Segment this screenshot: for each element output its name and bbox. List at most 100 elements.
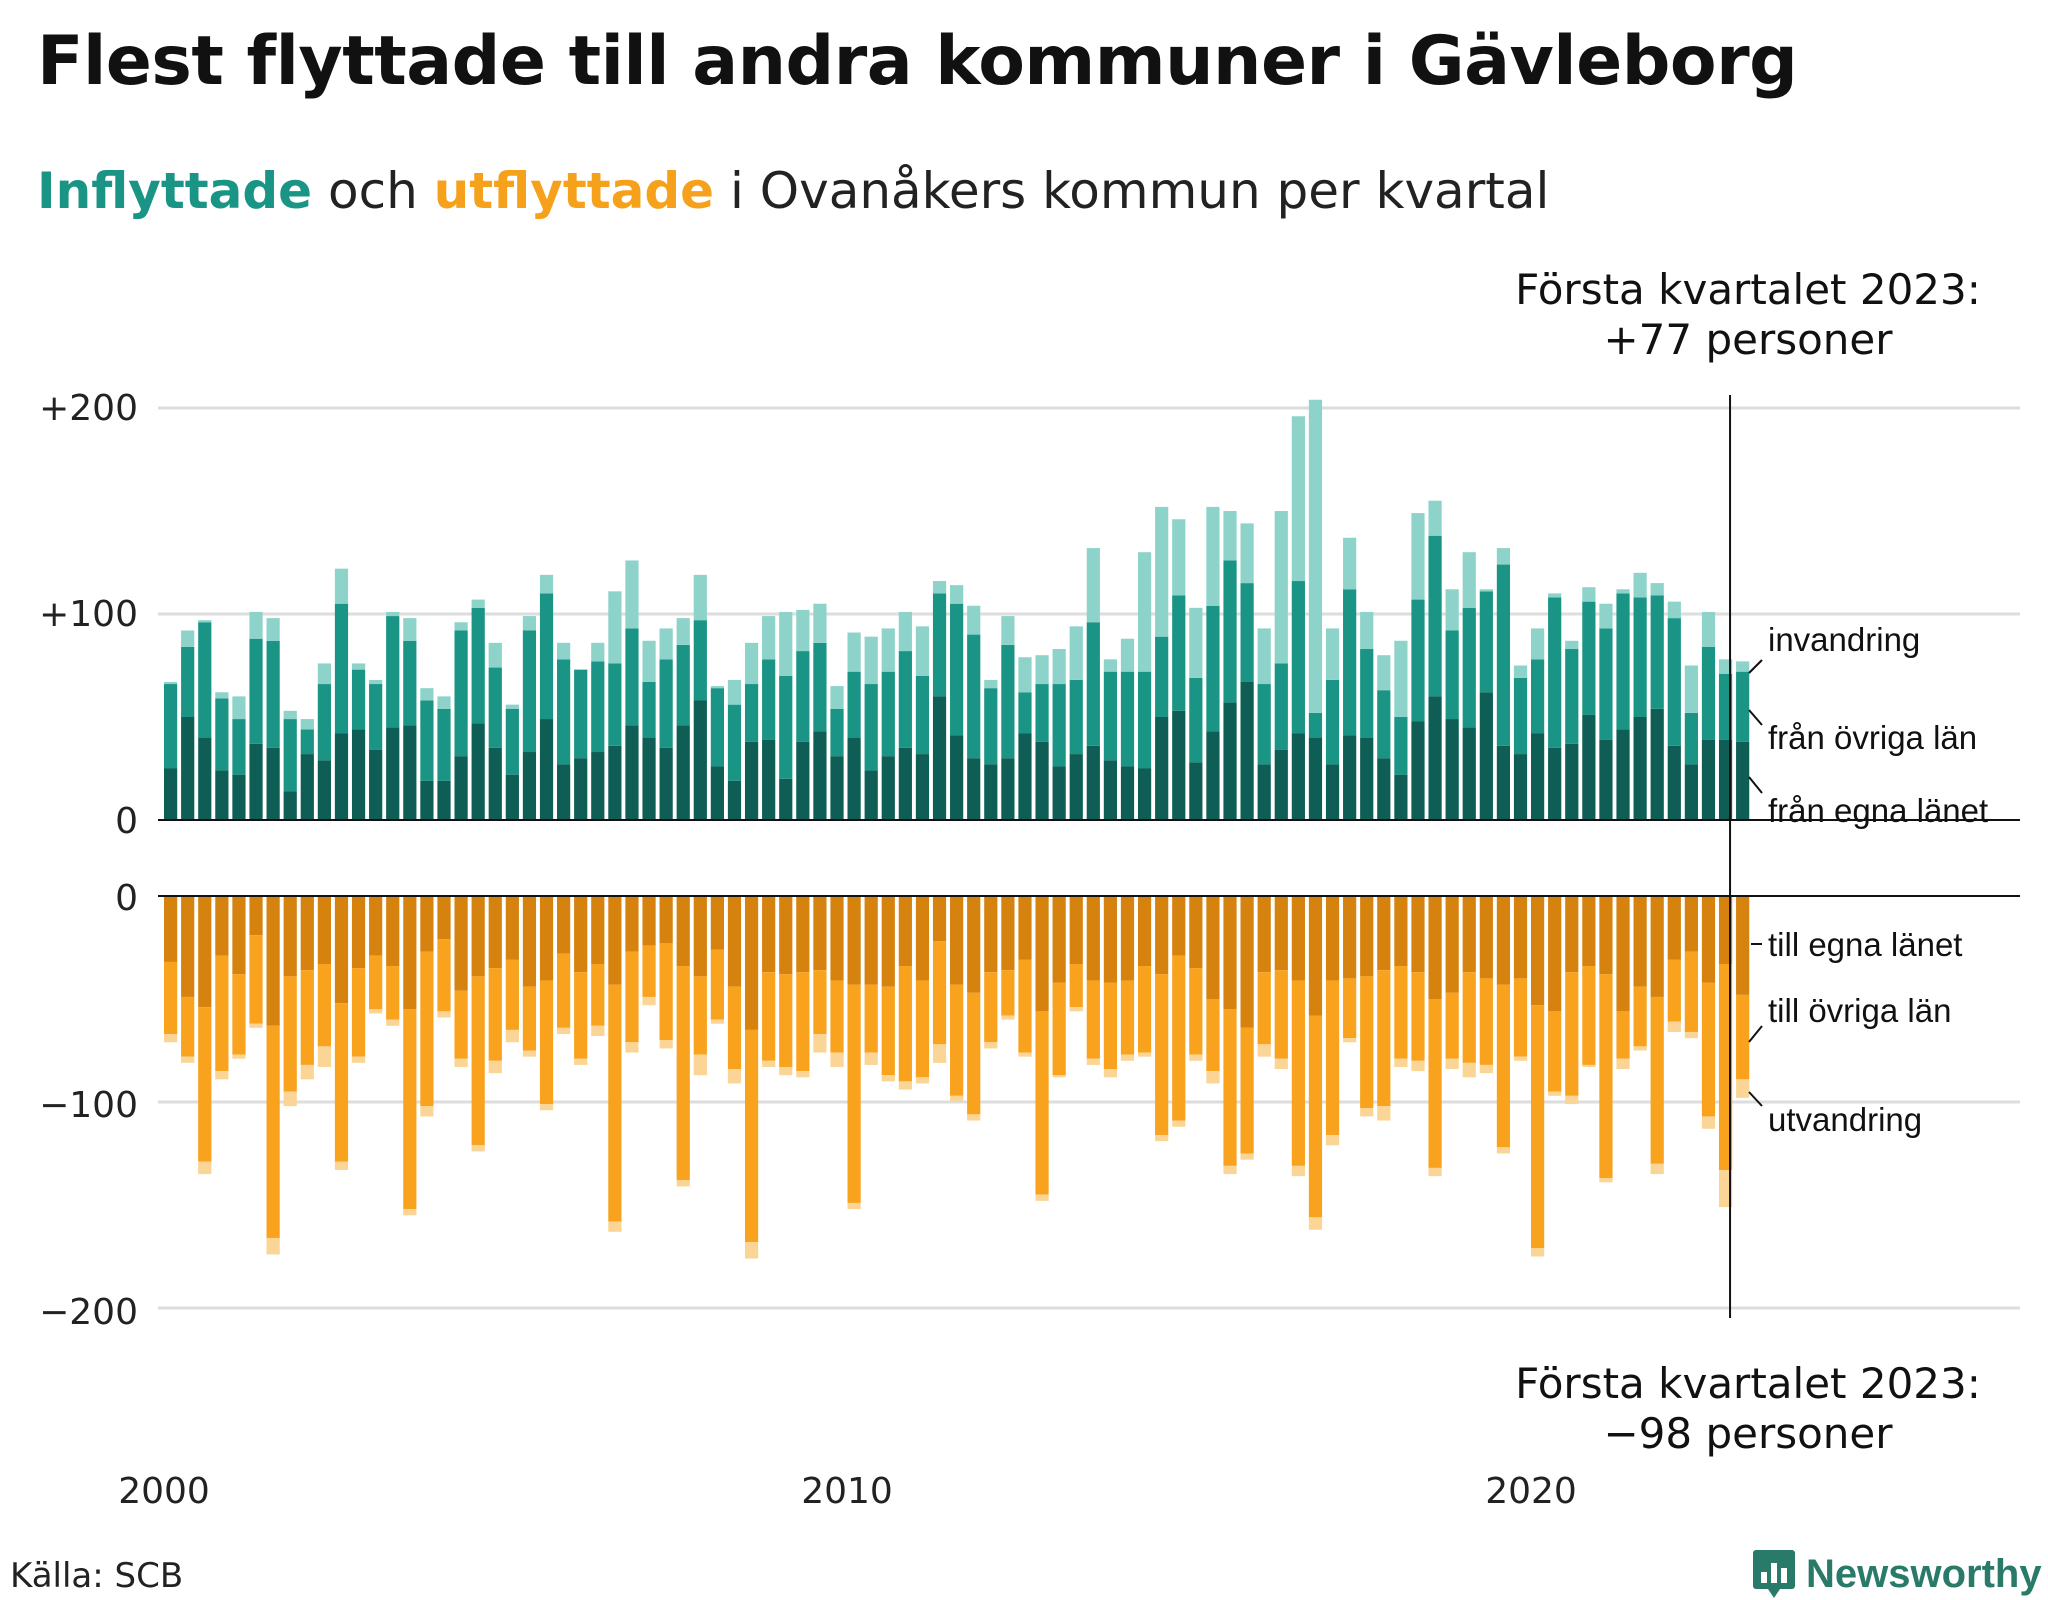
- bar-in-invandring-2011q3: [950, 585, 964, 604]
- bar-out-till-egna-lanet-2007q1: [642, 896, 656, 946]
- newsworthy-logo-text: Newsworthy: [1806, 1551, 2042, 1596]
- bar-out-till-egna-lanet-2020q4: [1582, 896, 1596, 967]
- bar-in-fran-egna-lanet-2013q2: [1069, 754, 1083, 820]
- bar-out-till-egna-lanet-2004q1: [437, 896, 451, 940]
- bar-in-fran-ovriga-lan-2005q3: [539, 593, 554, 720]
- bar-in-invandring-2005q3: [539, 574, 554, 594]
- bar-out-utvandring-2018q1: [1394, 1058, 1408, 1067]
- bar-out-utvandring-2002q1: [300, 1064, 314, 1080]
- annotation-bottom-line1: Första kvartalet 2023:: [1515, 1359, 1981, 1408]
- bar-in-invandring-2008q2: [727, 679, 742, 705]
- bar-out-utvandring-2019q4: [1513, 1056, 1528, 1061]
- bar-in-fran-egna-lanet-2017q4: [1377, 758, 1391, 820]
- bar-in-fran-egna-lanet-2007q3: [676, 725, 690, 820]
- bar-out-utvandring-2017q3: [1360, 1108, 1374, 1117]
- bar-in-fran-ovriga-lan-2019q4: [1513, 677, 1528, 755]
- bar-in-invandring-2011q1: [915, 626, 930, 676]
- bar-out-till-ovriga-lan-2000q4: [215, 955, 229, 1072]
- bar-out-till-ovriga-lan-2003q1: [369, 955, 383, 1010]
- bar-out-till-ovriga-lan-2003q2: [386, 966, 400, 1020]
- bar-out-utvandring-2007q4: [693, 1054, 707, 1076]
- bar-out-till-egna-lanet-2007q4: [693, 896, 707, 977]
- bar-in-fran-ovriga-lan-2001q1: [232, 719, 246, 775]
- bar-in-invandring-2004q1: [437, 696, 451, 709]
- bar-in-fran-ovriga-lan-2018q1: [1394, 717, 1408, 775]
- bar-out-utvandring-2011q3: [950, 1095, 964, 1102]
- bar-in-invandring-2001q3: [266, 618, 280, 641]
- bar-in-fran-egna-lanet-2021q1: [1599, 739, 1613, 820]
- bar-in-invandring-2020q3: [1565, 640, 1579, 650]
- chart-title: Flest flyttade till andra kommuner i Gäv…: [37, 22, 1798, 101]
- bar-out-till-egna-lanet-2019q1: [1462, 896, 1476, 973]
- bar-out-utvandring-2021q4: [1650, 1163, 1664, 1175]
- bar-out-till-egna-lanet-2000q2: [181, 896, 195, 997]
- bar-in-invandring-2009q4: [830, 686, 844, 709]
- bar-in-fran-ovriga-lan-2013q2: [1069, 679, 1083, 755]
- bar-in-invandring-2000q4: [215, 692, 229, 699]
- bar-in-fran-ovriga-lan-2000q4: [215, 698, 229, 771]
- bar-out-till-egna-lanet-2019q3: [1496, 896, 1511, 985]
- bar-in-fran-ovriga-lan-2017q1: [1325, 679, 1340, 765]
- bar-in-invandring-2020q1: [1531, 628, 1545, 660]
- annotation-top: Första kvartalet 2023: +77 personer: [1515, 265, 1981, 364]
- bar-in-fran-egna-lanet-2017q3: [1360, 737, 1374, 820]
- grid-lines: [158, 406, 2020, 1310]
- bar-out-till-ovriga-lan-2009q2: [796, 972, 810, 1072]
- bar-out-till-ovriga-lan-2009q4: [830, 980, 844, 1053]
- bar-in-fran-ovriga-lan-2004q4: [488, 667, 502, 748]
- bar-in-fran-egna-lanet-2007q4: [693, 700, 707, 820]
- bar-in-fran-ovriga-lan-2014q4: [1172, 595, 1186, 711]
- bar-out-till-ovriga-lan-2013q1: [1052, 982, 1066, 1076]
- bar-out-till-ovriga-lan-2008q3: [744, 1029, 759, 1243]
- bar-in-fran-ovriga-lan-2009q4: [830, 708, 844, 757]
- bar-out-utvandring-2012q4: [1035, 1194, 1049, 1201]
- label-invandring: invandring: [1768, 621, 1920, 658]
- bar-out-till-egna-lanet-2002q3: [334, 896, 349, 1004]
- bar-in-fran-egna-lanet-2003q2: [386, 727, 400, 820]
- bar-out-till-ovriga-lan-2018q3: [1428, 999, 1442, 1168]
- bar-in-invandring-2021q3: [1633, 572, 1647, 598]
- annotation-top-line1: Första kvartalet 2023:: [1515, 265, 1981, 314]
- bar-in-invandring-2008q3: [744, 642, 759, 685]
- bar-in-fran-ovriga-lan-2007q1: [642, 681, 656, 738]
- bar-out-utvandring-2001q3: [266, 1237, 280, 1255]
- bar-out-till-ovriga-lan-2019q1: [1462, 972, 1476, 1063]
- bar-in-fran-ovriga-lan-2016q1: [1257, 684, 1271, 765]
- bar-in-fran-egna-lanet-2021q2: [1616, 729, 1630, 820]
- bar-in-invandring-2022q3: [1701, 611, 1716, 647]
- bar-out-till-ovriga-lan-2006q2: [591, 963, 605, 1026]
- annotation-top-line2: +77 personer: [1603, 315, 1893, 364]
- bar-in-fran-egna-lanet-2010q4: [898, 747, 912, 820]
- bar-out-utvandring-2022q4: [1718, 1169, 1733, 1208]
- bar-in-invandring-2016q4: [1308, 399, 1323, 713]
- bar-out-utvandring-2018q4: [1445, 1058, 1459, 1070]
- bar-out-utvandring-2019q3: [1496, 1147, 1511, 1154]
- bar-out-till-ovriga-lan-2000q1: [164, 961, 178, 1035]
- bar-out-utvandring-2002q4: [351, 1056, 366, 1063]
- bar-in-invandring-2005q1: [505, 704, 519, 709]
- bar-in-invandring-2002q3: [334, 568, 349, 604]
- bar-out-till-egna-lanet-2000q4: [215, 896, 229, 956]
- bar-in-fran-ovriga-lan-2012q4: [1035, 684, 1049, 742]
- bar-in-invandring-2018q4: [1445, 589, 1459, 631]
- bar-out-till-ovriga-lan-2019q3: [1496, 984, 1511, 1148]
- bar-in-invandring-2017q4: [1377, 655, 1391, 691]
- bar-in-fran-egna-lanet-2018q3: [1428, 696, 1442, 820]
- bar-out-till-ovriga-lan-2001q1: [232, 974, 246, 1055]
- bar-in-invandring-2017q3: [1360, 611, 1374, 650]
- bar-out-utvandring-2022q2: [1684, 1031, 1698, 1039]
- bar-in-invandring-2013q3: [1086, 548, 1100, 623]
- bar-in-fran-egna-lanet-2006q3: [608, 745, 622, 820]
- bar-in-fran-egna-lanet-2004q1: [437, 780, 451, 820]
- bar-out-till-egna-lanet-2009q2: [796, 896, 810, 973]
- bar-out-till-ovriga-lan-2023q1: [1736, 994, 1750, 1080]
- bar-out-till-ovriga-lan-2004q2: [454, 990, 468, 1059]
- bar-out-till-egna-lanet-2014q3: [1155, 896, 1169, 975]
- bar-in-fran-ovriga-lan-2008q2: [727, 704, 742, 781]
- bar-out-till-egna-lanet-2008q2: [727, 896, 742, 987]
- bar-out-till-egna-lanet-2004q2: [454, 896, 468, 991]
- bar-in-fran-ovriga-lan-2003q3: [403, 640, 417, 726]
- bar-in-invandring-2004q4: [488, 642, 502, 668]
- bar-in-fran-egna-lanet-2016q4: [1308, 737, 1323, 820]
- bar-out-till-ovriga-lan-2007q4: [693, 976, 707, 1055]
